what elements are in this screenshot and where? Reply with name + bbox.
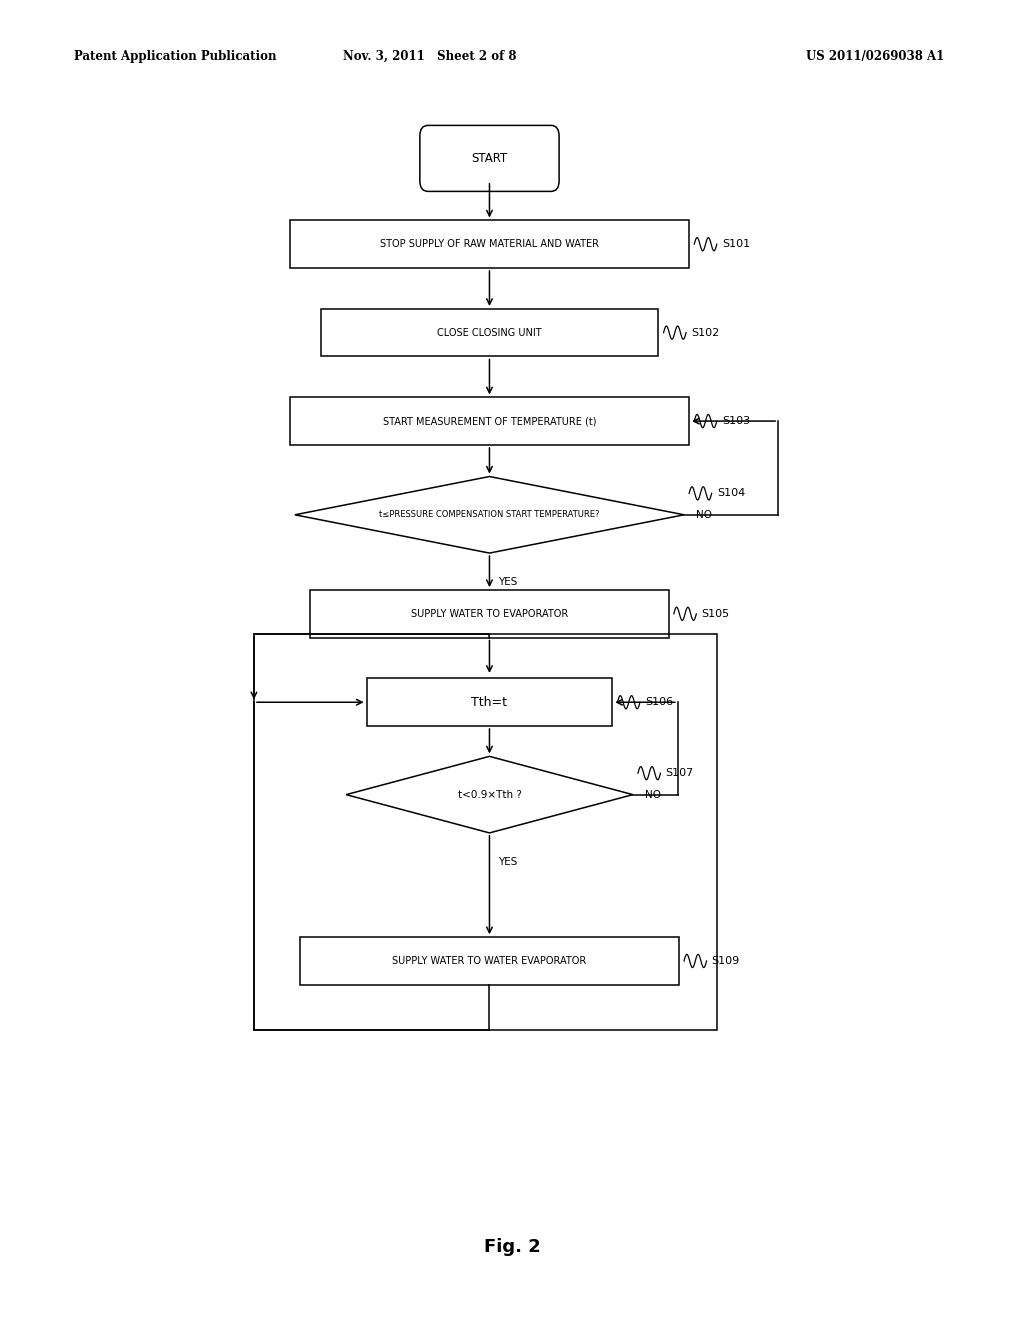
Text: YES: YES [498, 857, 517, 867]
Bar [254, 634, 717, 1030]
Text: S104: S104 [717, 488, 745, 499]
Text: Fig. 2: Fig. 2 [483, 1238, 541, 1257]
Text: CLOSE CLOSING UNIT: CLOSE CLOSING UNIT [437, 327, 542, 338]
Text: S102: S102 [691, 327, 720, 338]
Text: Tth=t: Tth=t [471, 696, 508, 709]
Polygon shape [295, 477, 684, 553]
Text: S103: S103 [722, 416, 750, 426]
Bar [290, 397, 689, 445]
Text: Patent Application Publication: Patent Application Publication [74, 50, 276, 63]
Text: Nov. 3, 2011   Sheet 2 of 8: Nov. 3, 2011 Sheet 2 of 8 [343, 50, 517, 63]
Text: t≤PRESSURE COMPENSATION START TEMPERATURE?: t≤PRESSURE COMPENSATION START TEMPERATUR… [379, 511, 600, 519]
Bar [367, 678, 612, 726]
Bar [310, 590, 669, 638]
Text: START MEASUREMENT OF TEMPERATURE (t): START MEASUREMENT OF TEMPERATURE (t) [383, 416, 596, 426]
Text: SUPPLY WATER TO WATER EVAPORATOR: SUPPLY WATER TO WATER EVAPORATOR [392, 956, 587, 966]
Text: NO: NO [645, 789, 662, 800]
Text: YES: YES [498, 577, 517, 587]
Text: S109: S109 [712, 956, 740, 966]
Text: START: START [471, 152, 508, 165]
Text: NO: NO [696, 510, 713, 520]
FancyBboxPatch shape [420, 125, 559, 191]
Text: t<0.9×Tth ?: t<0.9×Tth ? [458, 789, 521, 800]
Text: US 2011/0269038 A1: US 2011/0269038 A1 [806, 50, 945, 63]
Text: STOP SUPPLY OF RAW MATERIAL AND WATER: STOP SUPPLY OF RAW MATERIAL AND WATER [380, 239, 599, 249]
Polygon shape [346, 756, 633, 833]
Bar [300, 937, 679, 985]
Text: SUPPLY WATER TO EVAPORATOR: SUPPLY WATER TO EVAPORATOR [411, 609, 568, 619]
Bar [321, 309, 658, 356]
Bar [290, 220, 689, 268]
Text: S106: S106 [645, 697, 673, 708]
Text: S101: S101 [722, 239, 750, 249]
Text: S105: S105 [701, 609, 729, 619]
Text: S107: S107 [666, 768, 694, 779]
